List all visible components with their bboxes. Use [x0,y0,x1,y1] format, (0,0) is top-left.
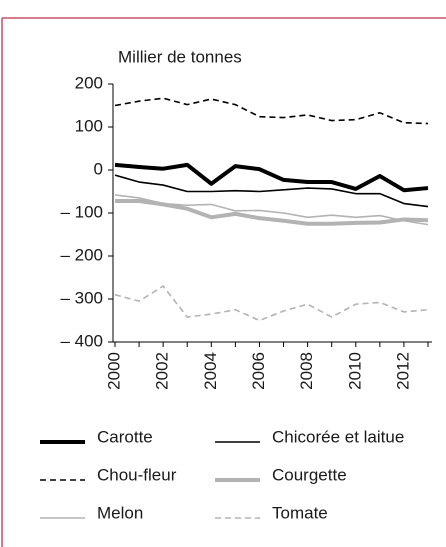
legend-label: Melon [97,503,143,522]
y-tick-label: 100 [75,116,103,135]
y-axis-label: Millier de tonnes [118,47,242,66]
series-line [114,194,429,226]
x-tick-label: 2000 [104,352,123,390]
series-line [114,174,429,208]
x-tick-label: 2012 [393,352,412,390]
y-tick-label: – 100 [60,202,103,221]
legend-label: Tomate [272,503,328,522]
series-line [114,162,429,193]
legend-label: Chicorée et laitue [272,427,404,446]
series-line [115,198,429,226]
x-tick-label: 2008 [297,352,316,390]
x-tick-label: 2002 [153,352,172,390]
x-tick-label: 2006 [249,352,268,390]
y-tick-label: – 400 [60,331,103,350]
legend-label: Carotte [97,427,153,446]
x-tick-label: 2004 [201,352,220,390]
y-tick-label: 200 [75,73,103,92]
legend-label: Chou-fleur [97,465,177,484]
series-line [114,285,429,322]
y-tick-label: – 200 [60,245,103,264]
y-tick-label: 0 [94,159,103,178]
series-line [114,97,429,125]
y-tick-label: – 300 [60,288,103,307]
x-tick-label: 2010 [345,352,364,390]
legend-label: Courgette [272,465,347,484]
